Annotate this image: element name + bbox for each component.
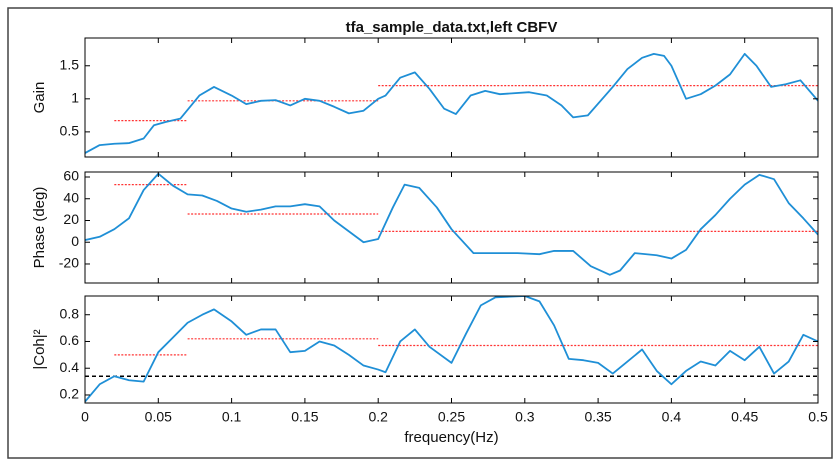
plot-area — [85, 296, 818, 403]
plot-area — [85, 172, 818, 276]
y-tick-label: 0.8 — [60, 305, 80, 321]
x-axis-label: frequency(Hz) — [404, 429, 498, 446]
y-tick-label: 1 — [71, 90, 79, 106]
figure-frame — [7, 7, 833, 459]
axes-box — [84, 171, 819, 284]
x-tick-label: 0.4 — [662, 409, 682, 425]
x-tick-label: 0.1 — [222, 409, 242, 425]
y-tick-label: 20 — [63, 211, 79, 227]
x-tick-label: 0.3 — [515, 409, 535, 425]
x-tick-label: 0.2 — [368, 409, 388, 425]
data-line — [85, 52, 818, 154]
x-tick-label: 0.25 — [438, 409, 465, 425]
y-tick-label: 0.6 — [60, 332, 80, 348]
chart-title: tfa_sample_data.txt,left CBFV — [346, 19, 558, 36]
x-tick-label: 0 — [81, 409, 89, 425]
y-tick-label: 0.4 — [60, 359, 80, 375]
x-tick-label: 0.05 — [145, 409, 172, 425]
x-tick-label: 0.35 — [584, 409, 611, 425]
x-tick-label: 0.5 — [808, 409, 828, 425]
y-axis-label: Phase (deg) — [31, 187, 48, 269]
y-tick-label: 60 — [63, 168, 79, 184]
y-tick-label: 0.2 — [60, 386, 80, 402]
axes-box — [84, 37, 819, 158]
y-tick-label: 0 — [71, 233, 79, 249]
y-tick-label: 40 — [63, 189, 79, 205]
data-line — [85, 296, 818, 403]
x-tick-label: 0.45 — [731, 409, 758, 425]
y-tick-label: 0.5 — [60, 123, 80, 139]
axes-box — [84, 295, 819, 404]
data-line — [85, 172, 818, 276]
y-tick-label: 1.5 — [60, 56, 80, 72]
y-tick-label: -20 — [59, 255, 79, 271]
plot-area — [85, 52, 818, 154]
y-axis-label: Gain — [31, 82, 48, 114]
x-tick-label: 0.15 — [291, 409, 318, 425]
y-axis-label: |Coh|² — [31, 329, 48, 369]
